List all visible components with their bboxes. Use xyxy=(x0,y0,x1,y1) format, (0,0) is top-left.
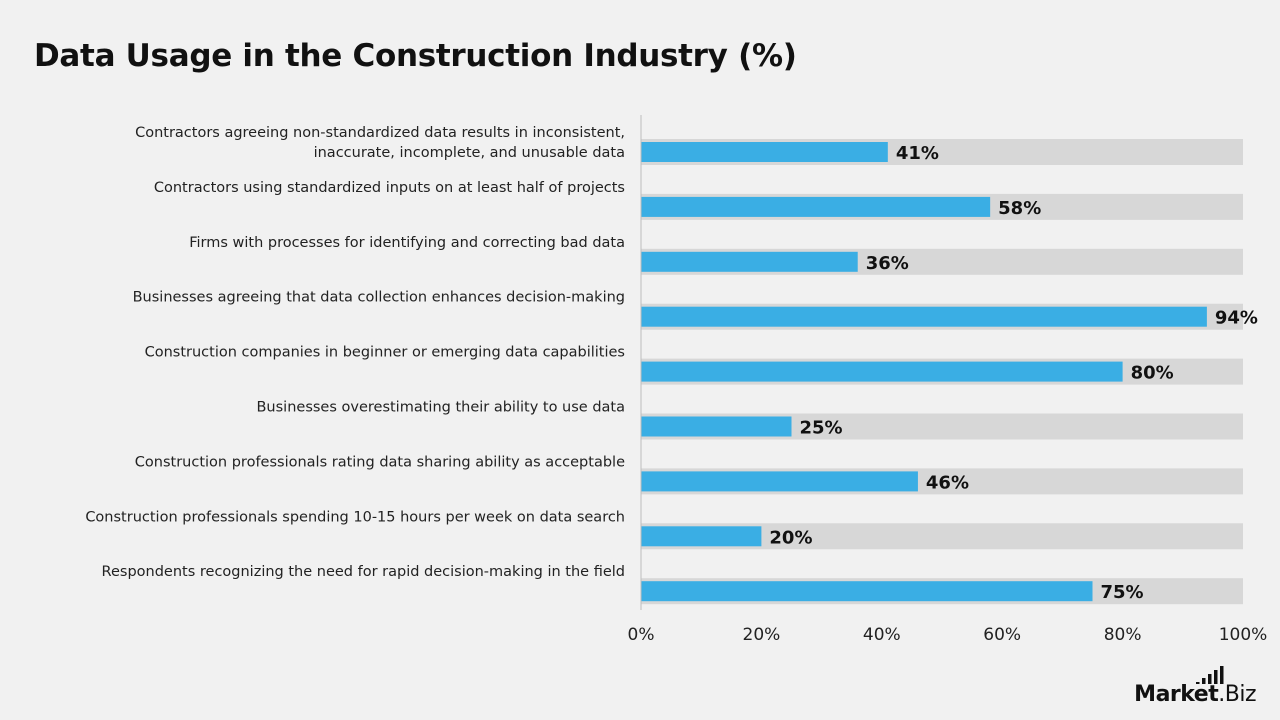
data-label: 75% xyxy=(1101,582,1144,603)
data-label: 36% xyxy=(866,253,909,274)
data-label: 80% xyxy=(1131,363,1174,384)
x-tick-label: 80% xyxy=(1104,625,1142,645)
bar xyxy=(641,526,762,547)
x-tick-label: 100% xyxy=(1219,625,1268,645)
category-label: Contractors agreeing non-standardized da… xyxy=(135,125,625,161)
brand-name: Market xyxy=(1134,682,1219,707)
brand-logo: Market.Biz xyxy=(1134,666,1256,707)
data-label: 25% xyxy=(800,418,843,439)
bar xyxy=(641,196,991,217)
brand-suffix: .Biz xyxy=(1218,682,1256,707)
bar xyxy=(641,251,858,272)
x-tick-label: 20% xyxy=(743,625,781,645)
data-label: 94% xyxy=(1215,308,1258,329)
data-label: 41% xyxy=(896,143,939,164)
category-label: Respondents recognizing the need for rap… xyxy=(102,564,625,580)
bar-chart-icon xyxy=(1196,666,1224,684)
bar xyxy=(641,581,1093,602)
category-label: Construction professionals rating data s… xyxy=(135,454,625,470)
x-tick-label: 60% xyxy=(983,625,1021,645)
bar xyxy=(641,361,1123,382)
category-label: Firms with processes for identifying and… xyxy=(189,235,625,251)
category-label: Businesses overestimating their ability … xyxy=(256,400,625,416)
x-tick-label: 40% xyxy=(863,625,901,645)
category-label: Contractors using standardized inputs on… xyxy=(154,180,625,196)
bar xyxy=(641,306,1207,327)
bar xyxy=(641,416,792,437)
chart-title: Data Usage in the Construction Industry … xyxy=(34,38,797,74)
bar xyxy=(641,471,918,492)
bar xyxy=(641,142,888,162)
category-label: Businesses agreeing that data collection… xyxy=(133,290,625,306)
data-label: 46% xyxy=(926,472,969,493)
data-label: 20% xyxy=(769,527,812,548)
category-label: Construction professionals spending 10-1… xyxy=(85,509,625,525)
category-label: Construction companies in beginner or em… xyxy=(145,345,625,361)
data-label: 58% xyxy=(998,198,1041,219)
x-tick-label: 0% xyxy=(628,625,655,645)
